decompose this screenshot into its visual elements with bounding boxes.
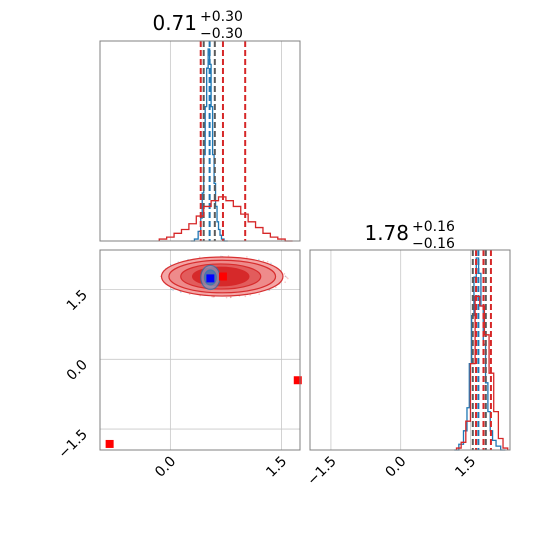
marker-point-2 <box>105 439 114 448</box>
scatter-sample <box>275 286 277 289</box>
scatter-sample <box>188 293 191 296</box>
marginal-top-panel: 0.71 +0.30 −0.30 <box>99 9 301 242</box>
histogram-blue <box>454 257 506 451</box>
title-right-lower: −0.16 <box>412 236 455 252</box>
panel-frame <box>99 40 301 242</box>
scatter-sample <box>225 296 228 299</box>
marker-point-1 <box>218 272 227 281</box>
scatter-sample <box>244 295 247 298</box>
marker-point-3 <box>293 376 302 385</box>
title-top-value: 0.71 <box>152 11 197 35</box>
scatter-sample <box>284 281 286 283</box>
scatter-sample <box>170 288 173 291</box>
scatter-sample <box>229 296 232 299</box>
title-top-upper: +0.30 <box>200 9 243 25</box>
scatter-sample <box>285 276 288 279</box>
panel-frame <box>309 249 511 451</box>
scatter-sample <box>270 262 272 265</box>
histogram-red <box>158 196 293 242</box>
scatter-sample <box>198 256 201 259</box>
marginal-right-panel: 1.78 +0.16 −0.16 −1.5 0.0 1.5 <box>304 219 511 489</box>
marker-point-0 <box>206 274 215 283</box>
title-right-value: 1.78 <box>364 221 409 245</box>
x-tick-label-right-0: −1.5 <box>304 454 339 489</box>
x-tick-label-right-1: 0.0 <box>382 454 409 481</box>
scatter-sample <box>262 259 265 262</box>
scatter-sample <box>246 256 248 258</box>
y-tick-label-2: 1.5 <box>64 287 91 314</box>
scatter-sample <box>180 291 182 293</box>
title-right-upper: +0.16 <box>412 219 455 235</box>
scatter-sample <box>287 277 289 280</box>
panel-frame <box>99 249 301 451</box>
x-tick-label-joint-0: 0.0 <box>152 454 179 481</box>
scatter-sample <box>227 255 230 257</box>
scatter-sample <box>284 275 287 278</box>
histogram-red <box>455 295 509 450</box>
scatter-sample <box>283 273 286 275</box>
y-tick-label-1: 0.0 <box>64 357 91 384</box>
scatter-sample <box>266 260 269 263</box>
scatter-sample <box>268 289 271 291</box>
y-tick-label-0: −1.5 <box>55 427 90 462</box>
scatter-sample <box>169 263 172 266</box>
x-tick-label-joint-1: 1.5 <box>263 454 290 481</box>
joint-panel: 0.0 1.5 −1.5 0.0 1.5 <box>55 249 302 481</box>
x-tick-label-right-2: 1.5 <box>452 454 479 481</box>
scatter-sample <box>230 296 232 299</box>
scatter-sample <box>172 289 174 292</box>
scatter-sample <box>258 258 260 261</box>
title-top-lower: −0.30 <box>200 26 243 42</box>
scatter-sample <box>284 275 287 277</box>
scatter-sample <box>258 293 261 295</box>
